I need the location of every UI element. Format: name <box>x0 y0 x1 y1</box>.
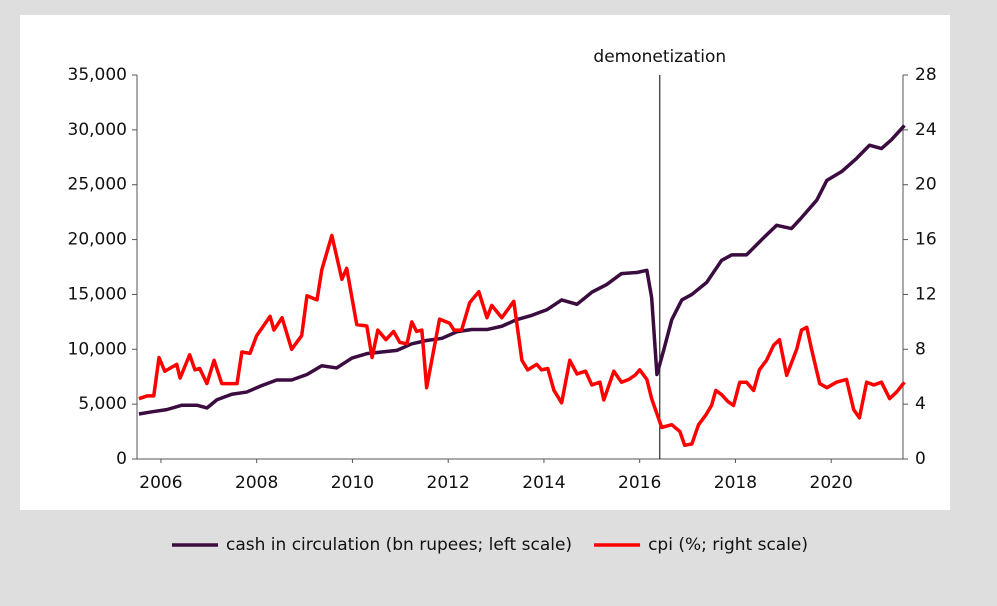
annotation-label: demonetization <box>593 47 726 67</box>
x-tick-label: 2010 <box>331 473 374 493</box>
y-tick-label: 20,000 <box>68 230 127 250</box>
y-tick-label: 10,000 <box>68 339 127 359</box>
legend-label: cpi (%; right scale) <box>648 535 808 555</box>
y-tick-label: 30,000 <box>68 120 127 140</box>
y-tick-label: 5,000 <box>78 394 127 414</box>
x-tick-label: 2018 <box>714 473 757 493</box>
y2-tick-label: 0 <box>915 449 926 469</box>
legend-label: cash in circulation (bn rupees; left sca… <box>226 535 572 555</box>
y-tick-label: 25,000 <box>68 175 127 195</box>
y2-tick-label: 8 <box>915 339 926 359</box>
x-tick-label: 2008 <box>235 473 278 493</box>
x-tick-label: 2020 <box>810 473 853 493</box>
y2-tick-label: 4 <box>915 394 926 414</box>
y2-tick-label: 20 <box>915 175 937 195</box>
y2-tick-label: 24 <box>915 120 937 140</box>
x-tick-label: 2006 <box>139 473 182 493</box>
y-tick-label: 0 <box>116 449 127 469</box>
y-tick-label: 15,000 <box>68 284 127 304</box>
y2-tick-label: 16 <box>915 230 937 250</box>
plot-panel <box>20 15 950 510</box>
series-line <box>138 233 906 448</box>
y2-tick-label: 12 <box>915 284 937 304</box>
x-tick-label: 2014 <box>522 473 565 493</box>
y2-tick-label: 28 <box>915 65 937 85</box>
y-tick-label: 35,000 <box>68 65 127 85</box>
x-tick-label: 2012 <box>427 473 470 493</box>
series-line <box>138 124 906 416</box>
x-tick-label: 2016 <box>618 473 661 493</box>
